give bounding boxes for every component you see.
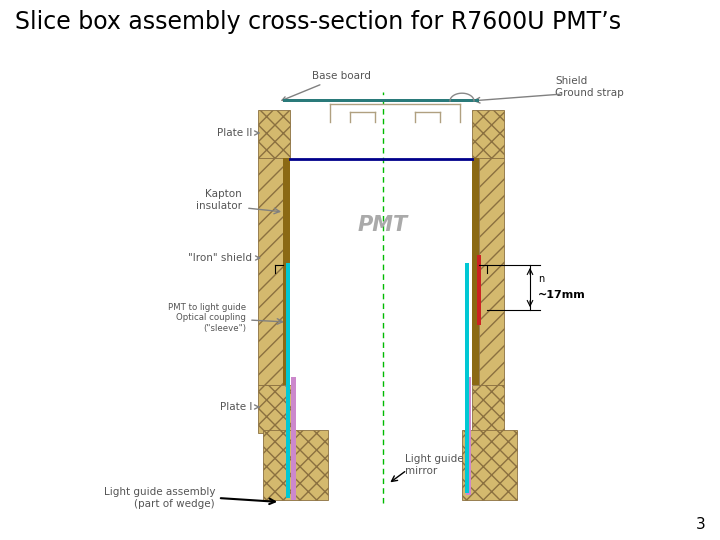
Text: Shield
Ground strap: Shield Ground strap (555, 76, 624, 98)
Bar (263, 430, 328, 500)
Text: "Iron" shield: "Iron" shield (188, 253, 260, 263)
Bar (258, 110, 290, 158)
Text: 3: 3 (696, 517, 706, 532)
Bar (472, 110, 504, 158)
Bar (466, 377, 471, 495)
Bar (479, 158, 504, 385)
Text: PMT: PMT (358, 215, 408, 235)
Bar (472, 158, 479, 385)
Bar (477, 255, 481, 325)
Bar (283, 158, 290, 385)
Text: Base board: Base board (282, 71, 371, 100)
Text: Light guide
mirror: Light guide mirror (405, 454, 464, 476)
Text: Plate II: Plate II (217, 128, 258, 138)
Text: ~17mm: ~17mm (538, 291, 586, 300)
Bar (258, 385, 293, 433)
Text: n: n (538, 274, 544, 285)
Bar (286, 263, 290, 498)
Bar (283, 99, 479, 102)
Text: Kapton
insulator: Kapton insulator (196, 189, 242, 211)
Bar (472, 385, 504, 433)
Bar (465, 263, 469, 493)
Bar (462, 430, 517, 500)
Bar (291, 377, 296, 500)
Text: Light guide assembly
(part of wedge): Light guide assembly (part of wedge) (104, 487, 215, 509)
Text: Slice box assembly cross-section for R7600U PMT’s: Slice box assembly cross-section for R76… (15, 10, 621, 34)
Text: Plate I: Plate I (220, 402, 258, 412)
Bar (258, 158, 283, 385)
Text: PMT to light guide
Optical coupling
("sleeve"): PMT to light guide Optical coupling ("sl… (168, 303, 246, 333)
